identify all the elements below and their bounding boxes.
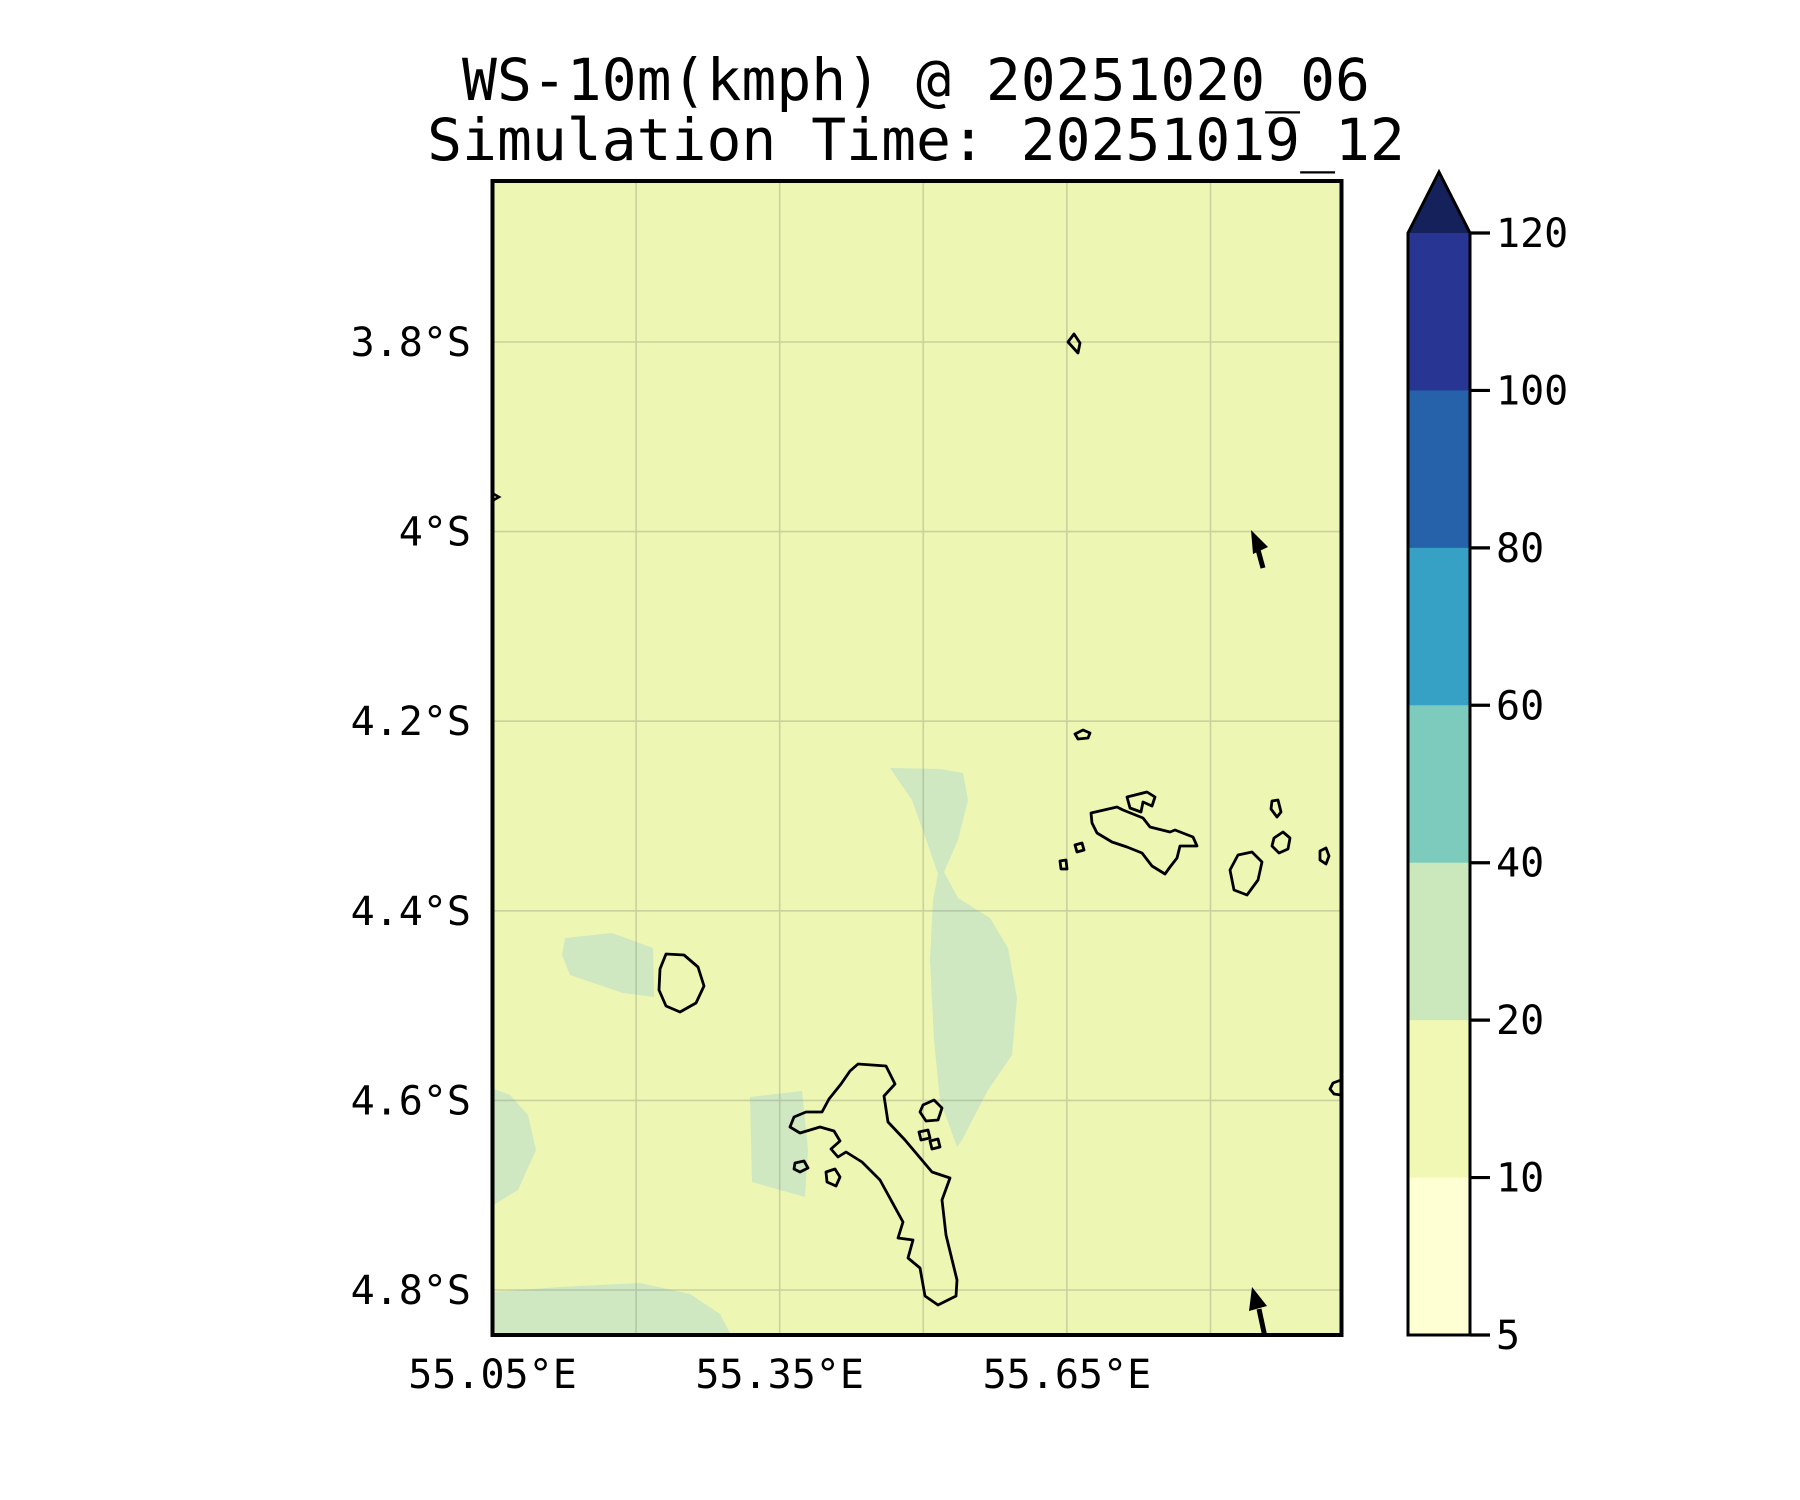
y-tick-label: 4.2°S (351, 699, 471, 745)
y-tick-label: 3.8°S (351, 320, 471, 366)
colorbar: 120 100 80 60 40 20 10 5 (1406, 168, 1568, 1359)
colorbar-segment-5 (1408, 1020, 1470, 1179)
wind-20-40-region-south-edge-strip (492, 1283, 731, 1335)
coastline-islet-w-mahe-1 (792, 1159, 810, 1174)
coastline-islet-n-praslin (1073, 728, 1092, 741)
map-layers (492, 181, 1342, 1335)
colorbar-segment-4 (1408, 862, 1470, 1021)
arrow-head (1249, 1287, 1267, 1311)
wind-20-40-region-west-of-silhouette (562, 933, 654, 997)
coastline-praslin (1089, 805, 1199, 876)
coastline-islet-right-1 (1318, 846, 1331, 866)
plot-title: WS-10m(kmph) @ 20251020_06 (462, 46, 1370, 114)
coastline-islet-oval-e (1270, 830, 1292, 855)
wind-20-40-region-east-of-mahe-band (890, 768, 1017, 1147)
coastline-islet-w-praslin (1073, 841, 1086, 854)
colorbar-tick-label: 120 (1496, 211, 1568, 257)
y-axis-labels: 3.8°S 4°S 4.2°S 4.4°S 4.6°S 4.8°S (351, 320, 471, 1314)
coastline-islet-w-mahe-2 (824, 1167, 842, 1188)
coastline-mahe (788, 1062, 959, 1307)
graticule (492, 181, 1342, 1335)
colorbar-tick-label: 100 (1496, 368, 1568, 414)
map-background-wind-10-20 (492, 181, 1342, 1335)
y-tick-label: 4°S (399, 510, 471, 556)
coastline-islet-north-3.8s (1066, 332, 1082, 355)
arrow-head (1251, 530, 1268, 554)
coastline-islet-e-mahe-2 (928, 1137, 942, 1151)
colorbar-tick-label: 5 (1496, 1313, 1520, 1359)
coastline-islet-sw-praslin (1058, 858, 1069, 871)
titles: WS-10m(kmph) @ 20251020_06 Simulation Ti… (427, 46, 1405, 174)
arrow-shaft (1256, 1308, 1268, 1335)
x-tick-label: 55.05°E (408, 1352, 577, 1398)
wind-vector-se (1249, 1287, 1268, 1335)
x-tick-label: 55.65°E (983, 1352, 1152, 1398)
colorbar-segment-1 (1408, 390, 1470, 549)
coastline-silhouette (657, 952, 706, 1014)
coastline-curieuse (1125, 790, 1157, 814)
coastline-ste-anne (918, 1098, 944, 1123)
wind-vector-ne (1251, 530, 1268, 569)
coastline-felicite (1269, 798, 1283, 819)
plot-subtitle: Simulation Time: 20251019_12 (427, 106, 1405, 174)
y-tick-label: 4.6°S (351, 1078, 471, 1124)
colorbar-extend-max-triangle (1408, 172, 1470, 233)
colorbar-tick-label: 40 (1496, 841, 1544, 887)
map-plot: 3.8°S 4°S 4.2°S 4.4°S 4.6°S 4.8°S 55.05°E 55.35… (351, 179, 1344, 1398)
coastline-islet-e-mahe-1 (917, 1128, 932, 1142)
colorbar-tick-label: 10 (1496, 1156, 1544, 1202)
colorbar-segment-0 (1408, 233, 1470, 391)
colorbar-tick-label: 20 (1496, 998, 1544, 1044)
colorbar-outline (1406, 168, 1472, 1337)
coastline-la-digue (1228, 850, 1264, 897)
colorbar-tick-label: 80 (1496, 526, 1544, 572)
x-axis-labels: 55.05°E 55.35°E 55.65°E (408, 1352, 1151, 1398)
y-tick-label: 4.4°S (351, 889, 471, 935)
map-border (490, 179, 1344, 1337)
colorbar-segment-6 (1408, 1177, 1470, 1336)
wind-20-40-region-left-edge-4.6s (492, 1088, 536, 1204)
colorbar-segment-2 (1408, 547, 1470, 706)
colorbar-segment-3 (1408, 705, 1470, 864)
y-tick-label: 4.8°S (351, 1268, 471, 1314)
x-tick-label: 55.35°E (695, 1352, 864, 1398)
colorbar-tick-label: 60 (1496, 683, 1544, 729)
